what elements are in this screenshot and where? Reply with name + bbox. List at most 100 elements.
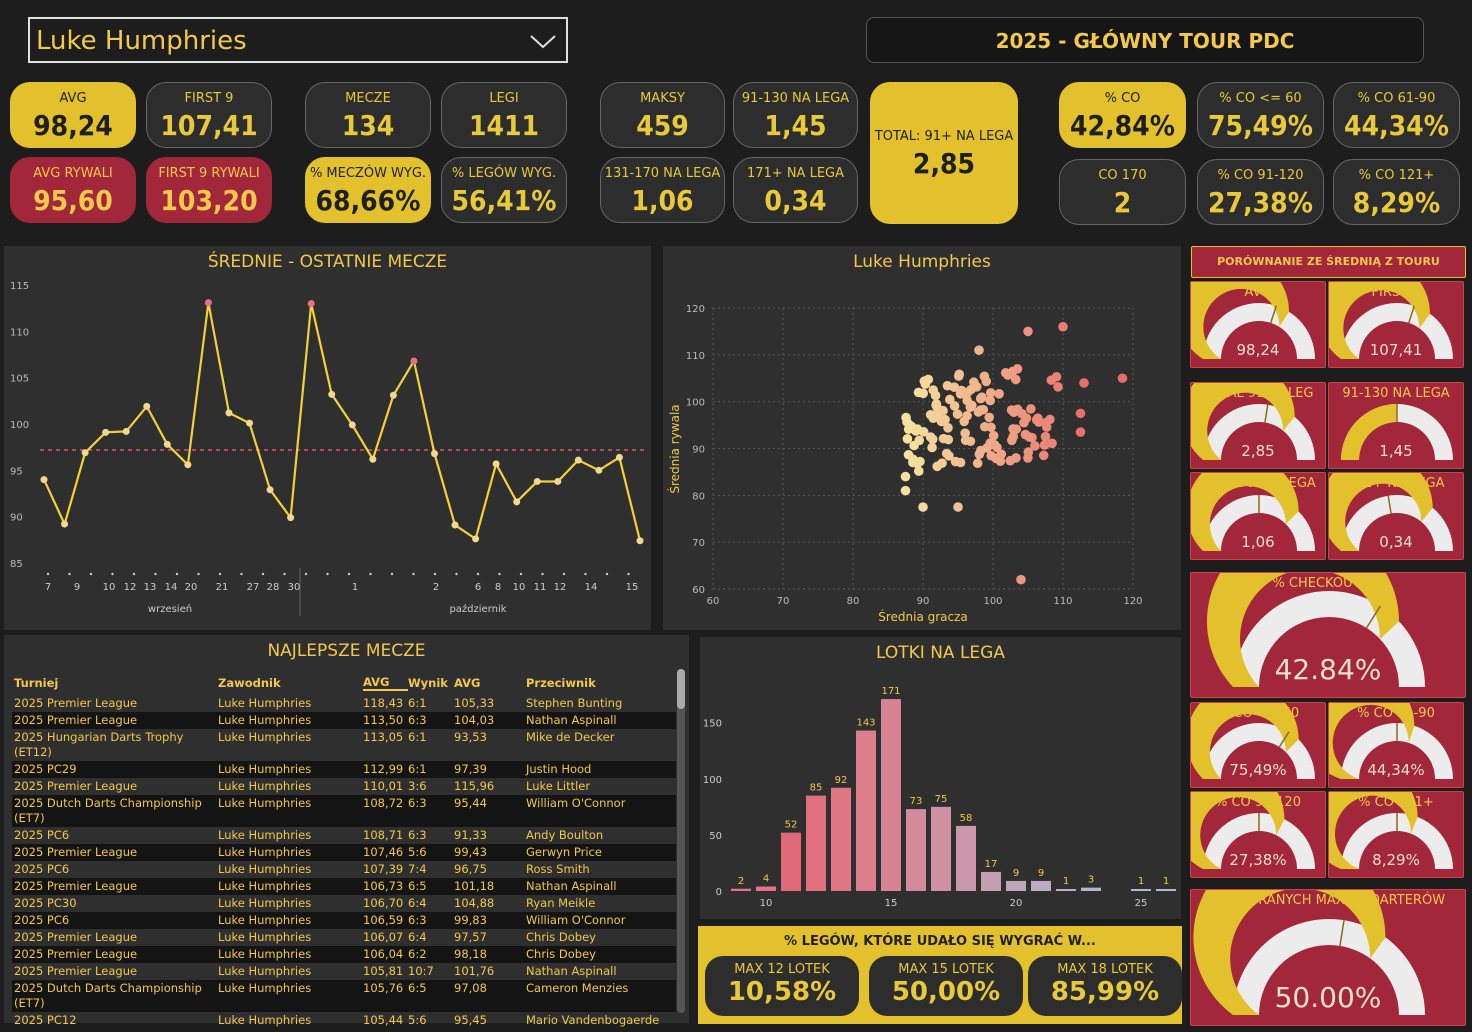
- gauge-track: [1341, 813, 1453, 869]
- kpi-label: MECZE: [345, 91, 391, 106]
- col-opp-avg[interactable]: AVG: [454, 676, 481, 690]
- y-tick-label: 110: [10, 327, 29, 338]
- table-row[interactable]: 2025 Premier League Luke Humphries 113,50 6…: [12, 712, 676, 729]
- data-point: [554, 477, 562, 485]
- y-tick-label: 60: [692, 585, 705, 596]
- table-row[interactable]: 2025 Premier League Luke Humphries 105,81 1…: [12, 963, 676, 980]
- table-row[interactable]: 2025 Premier League Luke Humphries 118,43 6…: [12, 695, 676, 712]
- table-row[interactable]: 2025 Premier League Luke Humphries 106,07 6…: [12, 929, 676, 946]
- scatter-point: [984, 412, 994, 423]
- col-avg[interactable]: AVG: [363, 675, 408, 691]
- kpi-label: AVG: [59, 91, 87, 106]
- gauge-fill: [1329, 282, 1430, 359]
- day-tick-label: 30: [288, 582, 301, 593]
- scatter-point: [960, 435, 971, 446]
- scatter-point: [960, 428, 970, 439]
- cell-score: 10:7: [408, 964, 434, 978]
- scatter-point: [905, 420, 915, 431]
- bar: [781, 832, 801, 891]
- data-point: [574, 456, 582, 464]
- cell-opp-avg: 104,88: [454, 896, 495, 910]
- gauge-value: 0,34: [1379, 533, 1413, 551]
- data-point: [287, 514, 295, 522]
- y-axis-title: Średnia rywala: [667, 404, 682, 493]
- cell-score: 6:3: [408, 828, 427, 842]
- data-point: [143, 402, 151, 410]
- bar: [1156, 889, 1176, 891]
- scatter-point: [974, 345, 984, 355]
- kpi-value: 95,60: [33, 184, 113, 217]
- kpi-value: 459: [636, 109, 689, 142]
- cell-opponent: Mike de Decker: [526, 730, 615, 744]
- cell-opp-avg: 115,96: [454, 779, 495, 793]
- scatter-point: [994, 389, 1004, 399]
- kpi-value: 1411: [468, 109, 540, 142]
- table-row[interactable]: 2025 PC6 Luke Humphries 108,71 6:3 91,33 Andy…: [12, 827, 676, 844]
- day-dot: [240, 572, 243, 576]
- gauge-arc: [1191, 792, 1315, 869]
- data-point: [266, 486, 274, 494]
- day-tick-label: 1: [352, 582, 358, 593]
- table-row[interactable]: 2025 Hungarian Darts Trophy (ET12) Luke H…: [12, 729, 676, 761]
- day-tick-label: 28: [267, 582, 280, 593]
- cell-avg: 106,70: [363, 896, 404, 910]
- scatter-point: [1026, 404, 1036, 414]
- day-dot: [369, 572, 372, 576]
- player-dropdown-value: Luke Humphries: [36, 26, 247, 56]
- day-dot: [111, 572, 114, 576]
- chevron-down-icon[interactable]: [528, 31, 558, 51]
- y-tick-label: 105: [10, 374, 29, 385]
- cell-opponent: Chris Dobey: [526, 947, 596, 961]
- day-dot: [627, 572, 630, 576]
- cell-tournament: 2025 Dutch Darts Championship (ET7): [14, 981, 202, 1010]
- x-tick-label: 20: [1010, 898, 1023, 909]
- tour-title: 2025 - GŁÓWNY TOUR PDC: [995, 29, 1295, 53]
- kpi-value: 107,41: [160, 109, 258, 142]
- kpi-label: 91-130 NA LEGA: [741, 91, 850, 106]
- table-row[interactable]: 2025 Premier League Luke Humphries 106,04 6…: [12, 946, 676, 963]
- table-row[interactable]: 2025 Premier League Luke Humphries 110,01 3…: [12, 778, 676, 795]
- gauge-card: % CHECKOUTÓW 42.84%: [1190, 572, 1466, 698]
- cell-opp-avg: 98,18: [454, 947, 487, 961]
- scatter-point: [959, 416, 969, 427]
- day-tick-label: 10: [103, 582, 116, 593]
- cell-player: Luke Humphries: [218, 730, 312, 744]
- scatter-point: [975, 393, 986, 404]
- table-row[interactable]: 2025 Premier League Luke Humphries 106,73 6…: [12, 878, 676, 895]
- col-player[interactable]: Zawodnik: [218, 676, 281, 690]
- bar: [1031, 880, 1051, 891]
- y-tick-label: 90: [692, 445, 705, 456]
- player-dropdown[interactable]: Luke Humphries: [28, 17, 568, 63]
- col-opponent[interactable]: Przeciwnik: [526, 676, 596, 690]
- kpi-label: % CO: [1104, 91, 1141, 106]
- gauge-target-marker: [1270, 305, 1278, 324]
- darts-per-leg-panel: LOTKI NA LEGA 0 50 100 150 2 4 52 85 92 143 171 73 7…: [700, 637, 1181, 919]
- col-tournament[interactable]: Turniej: [14, 676, 59, 690]
- kpi-avg: AVG 98,24: [10, 82, 136, 148]
- kpi-value: 1,45: [764, 109, 827, 142]
- table-row[interactable]: 2025 PC29 Luke Humphries 112,99 6:1 97,39 Jus…: [12, 761, 676, 778]
- cell-avg: 105,76: [363, 981, 404, 995]
- table-scrollbar[interactable]: [677, 669, 685, 1013]
- table-row[interactable]: 2025 PC6 Luke Humphries 106,59 6:3 99,83 Will…: [12, 912, 676, 929]
- table-row[interactable]: 2025 PC6 Luke Humphries 107,39 7:4 96,75 Ross…: [12, 861, 676, 878]
- day-dot: [433, 572, 437, 576]
- kpi-value: 75,49%: [1208, 109, 1313, 142]
- cell-tournament: 2025 Dutch Darts Championship (ET7): [14, 796, 202, 825]
- table-row[interactable]: 2025 Dutch Darts Championship (ET7) Luke …: [12, 795, 676, 827]
- darts-per-leg-chart: 0 50 100 150 2 4 52 85 92 143 171 73 75 58 17 9 9 1 3 1 1 10 1…: [703, 686, 1176, 909]
- cell-tournament: 2025 Premier League: [14, 713, 138, 727]
- cell-tournament: 2025 PC30: [14, 896, 77, 910]
- table-row[interactable]: 2025 PC12 Luke Humphries 105,44 5:6 95,45 Mar…: [12, 1012, 676, 1029]
- table-row[interactable]: 2025 Premier League Luke Humphries 107,46 5…: [12, 844, 676, 861]
- y-tick-label: 150: [703, 719, 722, 730]
- day-dot: [412, 572, 415, 576]
- gauge-card: % WYGRANYCH MAX 15-DARTERÓW 50.00%: [1190, 889, 1466, 1026]
- col-score[interactable]: Wynik: [408, 676, 448, 690]
- table-row[interactable]: 2025 PC30 Luke Humphries 106,70 6:4 104,88 Ry…: [12, 895, 676, 912]
- gauge-arc: [1329, 473, 1453, 551]
- table-row[interactable]: 2025 Dutch Darts Championship (ET7) Luke …: [12, 980, 676, 1012]
